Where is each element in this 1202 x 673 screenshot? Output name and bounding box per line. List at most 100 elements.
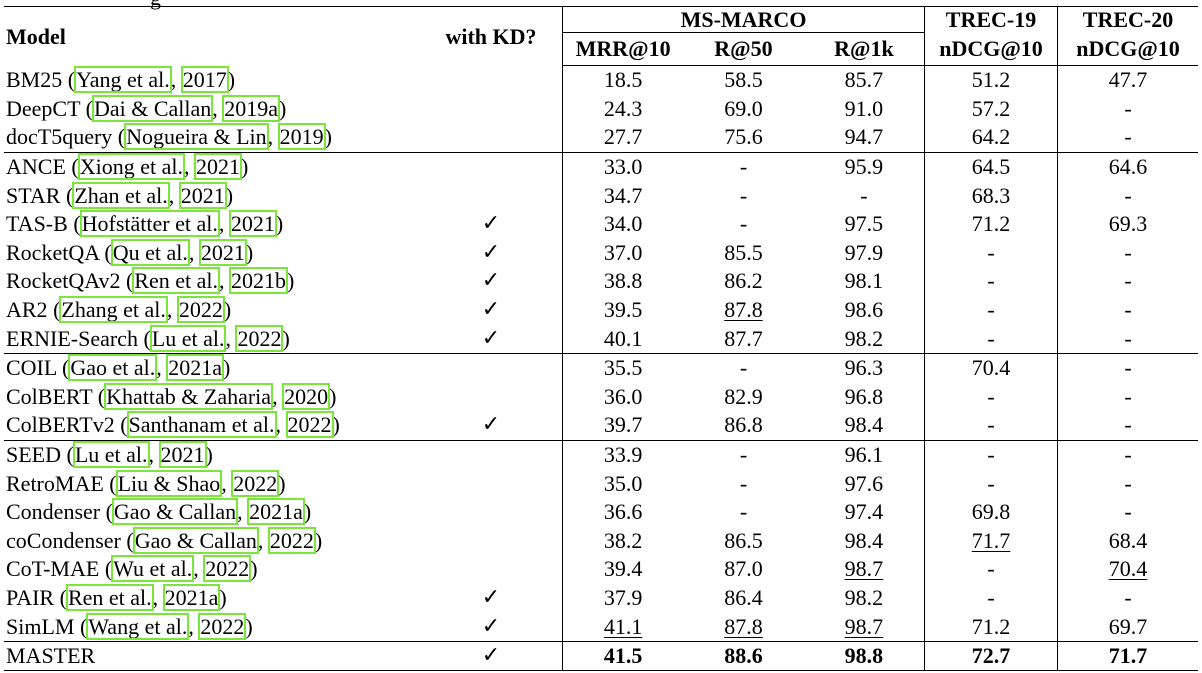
citation-link[interactable]: Xiong et al. <box>77 153 185 181</box>
citation-year-link[interactable]: 2022 <box>235 324 284 352</box>
citation-link[interactable]: Qu et al. <box>110 238 190 266</box>
trec19-cell-value: 68.3 <box>971 182 1011 208</box>
citation-link[interactable]: Gao & Callan <box>132 526 259 554</box>
model-name: docT5query <box>6 124 113 150</box>
trec20-cell-value: - <box>1124 383 1132 409</box>
header-r50: R@50 <box>683 32 804 66</box>
kd-check-icon <box>420 555 563 584</box>
kd-check-icon <box>420 383 563 412</box>
r50-cell-value: - <box>739 211 748 237</box>
citation-link[interactable]: Lu et al. <box>149 324 227 352</box>
r50-cell: 87.0 <box>683 555 804 584</box>
mrr-cell: 40.1 <box>562 324 684 354</box>
citation-link[interactable]: Ren et al. <box>65 583 154 611</box>
trec20-cell-value: - <box>1124 499 1132 525</box>
kd-check-icon <box>420 66 563 95</box>
citation-link[interactable]: Yang et al. <box>74 66 172 94</box>
model-cell: AR2 (Zhang et al., 2022) <box>6 296 232 324</box>
caption-fragment: g <box>150 0 161 9</box>
r50-cell-value: 86.2 <box>724 268 763 294</box>
kd-check-icon <box>420 439 563 470</box>
citation-link[interactable]: Wang et al. <box>86 612 190 640</box>
citation-year-link[interactable]: 2017 <box>180 66 229 94</box>
r50-cell-value: 86.8 <box>724 412 763 438</box>
citation-year-link[interactable]: 2021a <box>166 354 225 382</box>
citation-link[interactable]: Nogueira & Lin <box>124 123 269 151</box>
r1k-cell-value: 96.1 <box>844 442 884 468</box>
r50-cell: 86.5 <box>683 527 804 556</box>
citation-year-link[interactable]: 2021 <box>198 238 247 266</box>
r50-cell-value: - <box>739 499 748 525</box>
r1k-cell: 98.7 <box>804 555 925 584</box>
citation-year-link[interactable]: 2021b <box>229 267 288 295</box>
trec19-cell-value: - <box>987 412 995 438</box>
r50-cell-value: - <box>739 470 748 496</box>
citation-link[interactable]: Santhanam et al. <box>126 411 277 439</box>
citation-year-link[interactable]: 2021a <box>247 498 305 526</box>
trec19-cell: 72.7 <box>924 640 1058 672</box>
citation-year-link[interactable]: 2019 <box>277 123 326 151</box>
kd-check-icon: ✓ <box>420 640 563 672</box>
model-cell: SEED (Lu et al., 2021) <box>4 439 420 470</box>
trec19-cell: - <box>924 382 1058 412</box>
citation-year-link[interactable]: 2021a <box>162 583 221 611</box>
mrr-cell-value: 36.6 <box>603 499 643 525</box>
r1k-cell-value: 98.4 <box>844 412 884 438</box>
model-name: ColBERT <box>6 383 93 409</box>
table-row: SEED (Lu et al., 2021) 33.9 - 96.1 - - <box>4 439 1198 470</box>
citation-year-link[interactable]: 2022 <box>203 555 252 583</box>
r1k-cell-value: 85.7 <box>844 67 884 93</box>
table-row: COIL (Gao et al., 2021a) 35.5 - 96.3 70.4 - <box>4 352 1198 383</box>
trec20-cell-value: - <box>1124 325 1132 351</box>
citation-link[interactable]: Lu et al. <box>72 441 150 469</box>
mrr-cell-value: 33.9 <box>603 442 643 468</box>
trec20-cell: - <box>1057 411 1198 441</box>
r1k-cell: 98.2 <box>804 584 925 613</box>
citation-year-link[interactable]: 2022 <box>176 296 225 324</box>
citation-year-link[interactable]: 2021 <box>178 181 227 209</box>
trec19-cell: - <box>924 555 1058 584</box>
table-row: DeepCT (Dai & Callan, 2019a) 24.3 69.0 91.0… <box>4 94 1198 124</box>
trec20-cell: 69.7 <box>1057 612 1198 642</box>
citation-year-link[interactable]: 2019a <box>222 94 281 122</box>
citation-link[interactable]: Gao et al. <box>68 354 158 382</box>
citation-link[interactable]: Ren et al. <box>132 267 220 295</box>
kd-check-icon: ✓ <box>481 613 501 639</box>
citation-link[interactable]: Dai & Callan <box>91 94 214 122</box>
citation-year-link[interactable]: 2021 <box>193 153 242 181</box>
r50-cell: - <box>683 352 804 383</box>
mrr-cell-value: 37.0 <box>603 239 643 265</box>
citation-link[interactable]: Liu & Shao <box>115 469 223 497</box>
citation-year-link[interactable]: 2021 <box>158 441 207 469</box>
citation-year-link[interactable]: 2022 <box>198 612 247 640</box>
citation-link[interactable]: Zhan et al. <box>72 181 170 209</box>
citation-link[interactable]: Wu et al. <box>111 555 195 583</box>
citation-year-link[interactable]: 2021 <box>228 210 277 238</box>
model-name: ERNIE-Search <box>6 325 138 351</box>
mrr-cell: 36.0 <box>562 382 684 412</box>
mrr-cell: 33.0 <box>562 151 684 182</box>
r1k-cell-value: 98.8 <box>844 643 884 669</box>
citation-link[interactable]: Gao & Callan <box>111 498 239 526</box>
table-row: RetroMAE (Liu & Shao, 2022) 35.0 - 97.6 - - <box>4 469 1198 498</box>
trec20-cell-value: 64.6 <box>1108 154 1148 180</box>
trec20-cell: - <box>1057 295 1198 325</box>
citation-link[interactable]: Hofstätter et al. <box>79 210 220 238</box>
trec20-cell: - <box>1057 267 1198 296</box>
trec19-cell-value: 71.7 <box>971 527 1011 553</box>
mrr-cell: 39.5 <box>562 295 684 325</box>
citation-year-link[interactable]: 2022 <box>267 526 316 554</box>
r50-cell-value: 82.9 <box>724 383 763 409</box>
citation-year-link[interactable]: 2020 <box>282 382 331 410</box>
citation-year-link[interactable]: 2022 <box>231 469 280 497</box>
citation-year-link[interactable]: 2022 <box>285 411 334 439</box>
citation-link[interactable]: Khattab & Zaharia <box>104 382 274 410</box>
trec20-cell-value: - <box>1124 268 1132 294</box>
r50-cell: - <box>683 210 804 239</box>
kd-check-icon <box>420 151 563 182</box>
trec20-cell-value: - <box>1124 470 1132 496</box>
trec20-cell-value: - <box>1124 239 1132 265</box>
r1k-cell: 91.0 <box>804 95 925 124</box>
citation-link[interactable]: Zhang et al. <box>59 296 168 324</box>
table-body: BM25 (Yang et al., 2017) 18.5 58.5 85.7 51.2… <box>4 65 1198 672</box>
